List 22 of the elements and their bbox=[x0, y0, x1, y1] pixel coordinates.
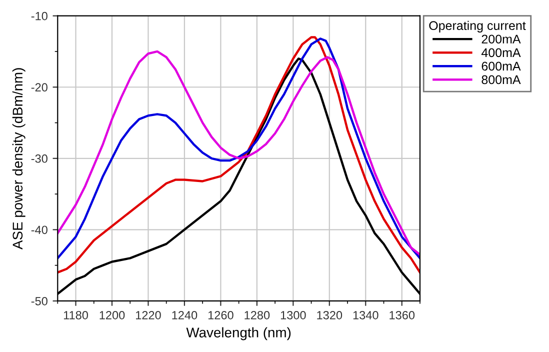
x-tick-label: 1360 bbox=[390, 310, 415, 320]
x-tick-label: 1180 bbox=[64, 310, 88, 320]
legend-label: 800mA bbox=[482, 75, 521, 84]
x-tick-label: 1220 bbox=[136, 310, 161, 320]
legend-label: 600mA bbox=[482, 62, 521, 71]
y-tick-label: -50 bbox=[31, 296, 48, 306]
x-tick-label: 1340 bbox=[353, 310, 378, 320]
legend-title: Operating current bbox=[429, 20, 526, 32]
y-tick-label: -20 bbox=[31, 83, 48, 92]
y-tick-label: -30 bbox=[31, 154, 48, 163]
y-axis-title: ASE power density (dBm/nm) bbox=[12, 68, 26, 250]
x-tick-label: 1300 bbox=[280, 310, 306, 320]
legend-label: 200mA bbox=[482, 34, 521, 44]
y-tick-label: -10 bbox=[31, 12, 48, 20]
legend-label: 400mA bbox=[481, 48, 521, 58]
x-tick-label: 1240 bbox=[172, 310, 198, 320]
x-tick-label: 1200 bbox=[100, 310, 125, 320]
x-tick-label: 1280 bbox=[244, 310, 270, 320]
x-tick-label: 1260 bbox=[208, 310, 234, 320]
x-tick-label: 1320 bbox=[317, 310, 342, 320]
y-tick-label: -40 bbox=[31, 226, 48, 234]
x-axis-title: Wavelength (nm) bbox=[186, 327, 291, 340]
